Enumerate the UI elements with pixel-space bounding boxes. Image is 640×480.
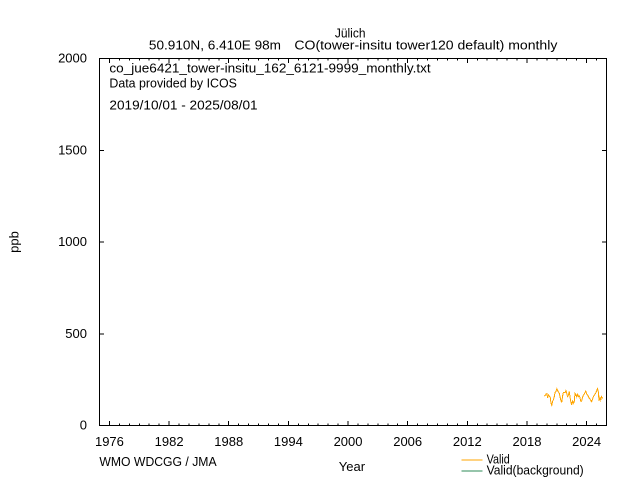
svg-text:Data provided by ICOS: Data provided by ICOS bbox=[109, 75, 237, 90]
svg-text:Year: Year bbox=[339, 459, 366, 474]
svg-text:1500: 1500 bbox=[58, 142, 87, 157]
svg-text:CO(tower-insitu tower120 defau: CO(tower-insitu tower120 default) monthl… bbox=[294, 37, 558, 52]
svg-text:co_jue6421_tower-insitu_162_61: co_jue6421_tower-insitu_162_6121-9999_mo… bbox=[109, 60, 431, 75]
svg-text:ppb: ppb bbox=[7, 231, 22, 253]
svg-text:1982: 1982 bbox=[155, 434, 184, 449]
svg-text:2006: 2006 bbox=[393, 434, 422, 449]
svg-text:Valid: Valid bbox=[487, 452, 510, 467]
svg-text:WMO WDCGG / JMA: WMO WDCGG / JMA bbox=[99, 454, 217, 469]
svg-text:Valid(background): Valid(background) bbox=[487, 463, 584, 478]
svg-text:1994: 1994 bbox=[274, 434, 303, 449]
svg-text:0: 0 bbox=[80, 418, 87, 433]
svg-text:2012: 2012 bbox=[453, 434, 482, 449]
svg-text:1000: 1000 bbox=[58, 234, 87, 249]
svg-text:2019/10/01 - 2025/08/01: 2019/10/01 - 2025/08/01 bbox=[109, 98, 257, 113]
svg-text:500: 500 bbox=[65, 326, 87, 341]
svg-text:50.910N, 6.410E 98m: 50.910N, 6.410E 98m bbox=[149, 37, 281, 52]
svg-text:2000: 2000 bbox=[58, 51, 87, 66]
svg-text:1976: 1976 bbox=[95, 434, 124, 449]
svg-text:2024: 2024 bbox=[572, 434, 601, 449]
svg-text:2018: 2018 bbox=[513, 434, 542, 449]
svg-text:1988: 1988 bbox=[214, 434, 243, 449]
svg-text:Jülich: Jülich bbox=[335, 26, 366, 41]
svg-text:2000: 2000 bbox=[334, 434, 363, 449]
